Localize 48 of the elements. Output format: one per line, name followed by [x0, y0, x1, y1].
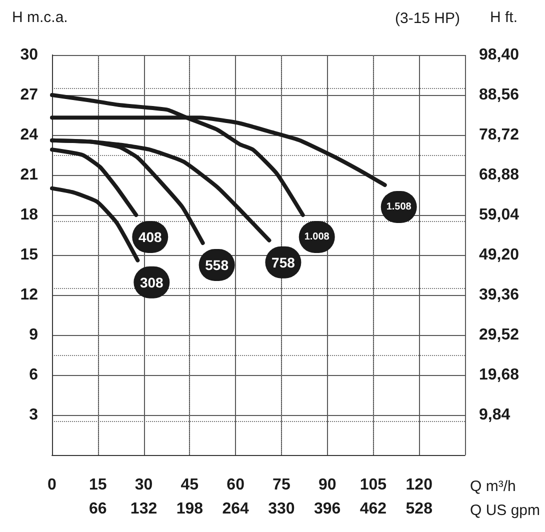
y-tick-label: 15	[20, 246, 38, 264]
y2-tick-label: 9,84	[479, 406, 510, 424]
y-tick-label: 6	[29, 366, 38, 384]
x-tick-label: 75	[272, 476, 290, 494]
y2-tick-label: 78,72	[479, 126, 520, 144]
x-tick-label: 60	[226, 476, 245, 494]
x2-tick-label: 198	[176, 500, 204, 518]
y-tick-label: 27	[20, 86, 38, 104]
x2-tick-label: 330	[268, 500, 295, 518]
x-tick-label: 15	[88, 476, 107, 494]
y2-tick-label: 19,68	[479, 366, 520, 384]
y2-tick-label: 49,20	[479, 246, 520, 264]
y-tick-label: 9	[29, 326, 38, 344]
y-tick-label: 24	[20, 126, 38, 144]
x-tick-label: 0	[48, 476, 57, 494]
y-tick-label: 12	[20, 286, 38, 304]
x2-tick-label: 528	[406, 500, 433, 518]
x2-tick-label: 264	[222, 500, 249, 518]
y-tick-label: 21	[20, 166, 38, 184]
series-label: 308	[140, 274, 164, 290]
y-axis-title: H m.c.a.	[12, 9, 68, 26]
y2-tick-label: 68,88	[479, 166, 520, 184]
series-label: 558	[205, 257, 229, 273]
y2-tick-label: 88,56	[479, 86, 520, 104]
y-tick-label: 30	[20, 46, 38, 64]
x2-axis-title: Q US gpm	[470, 502, 540, 519]
series-label: 1.008	[304, 232, 330, 242]
x2-tick-label: 66	[88, 500, 107, 518]
y2-tick-label: 59,04	[479, 206, 520, 224]
x-tick-label: 45	[180, 476, 199, 494]
series-label: 758	[272, 254, 296, 270]
x-tick-label: 105	[360, 476, 387, 494]
y2-axis-title: H ft.	[490, 9, 518, 26]
y-tick-label: 18	[20, 206, 38, 224]
x2-tick-label: 132	[130, 500, 158, 518]
x-tick-label: 120	[406, 476, 433, 494]
x-tick-label: 90	[318, 476, 336, 494]
y2-tick-label: 39,36	[479, 286, 520, 304]
x2-tick-label: 462	[360, 500, 387, 518]
y2-tick-label: 29,52	[479, 326, 520, 344]
x2-tick-label: 396	[314, 500, 341, 518]
y-tick-label: 3	[29, 406, 38, 424]
x-axis-title: Q m³/h	[470, 478, 516, 495]
series-label: 408	[138, 229, 162, 245]
series-label: 1.508	[386, 202, 412, 212]
chart-title: (3-15 HP)	[394, 10, 460, 27]
y2-tick-label: 98,40	[479, 46, 520, 64]
x-tick-label: 30	[134, 476, 153, 494]
